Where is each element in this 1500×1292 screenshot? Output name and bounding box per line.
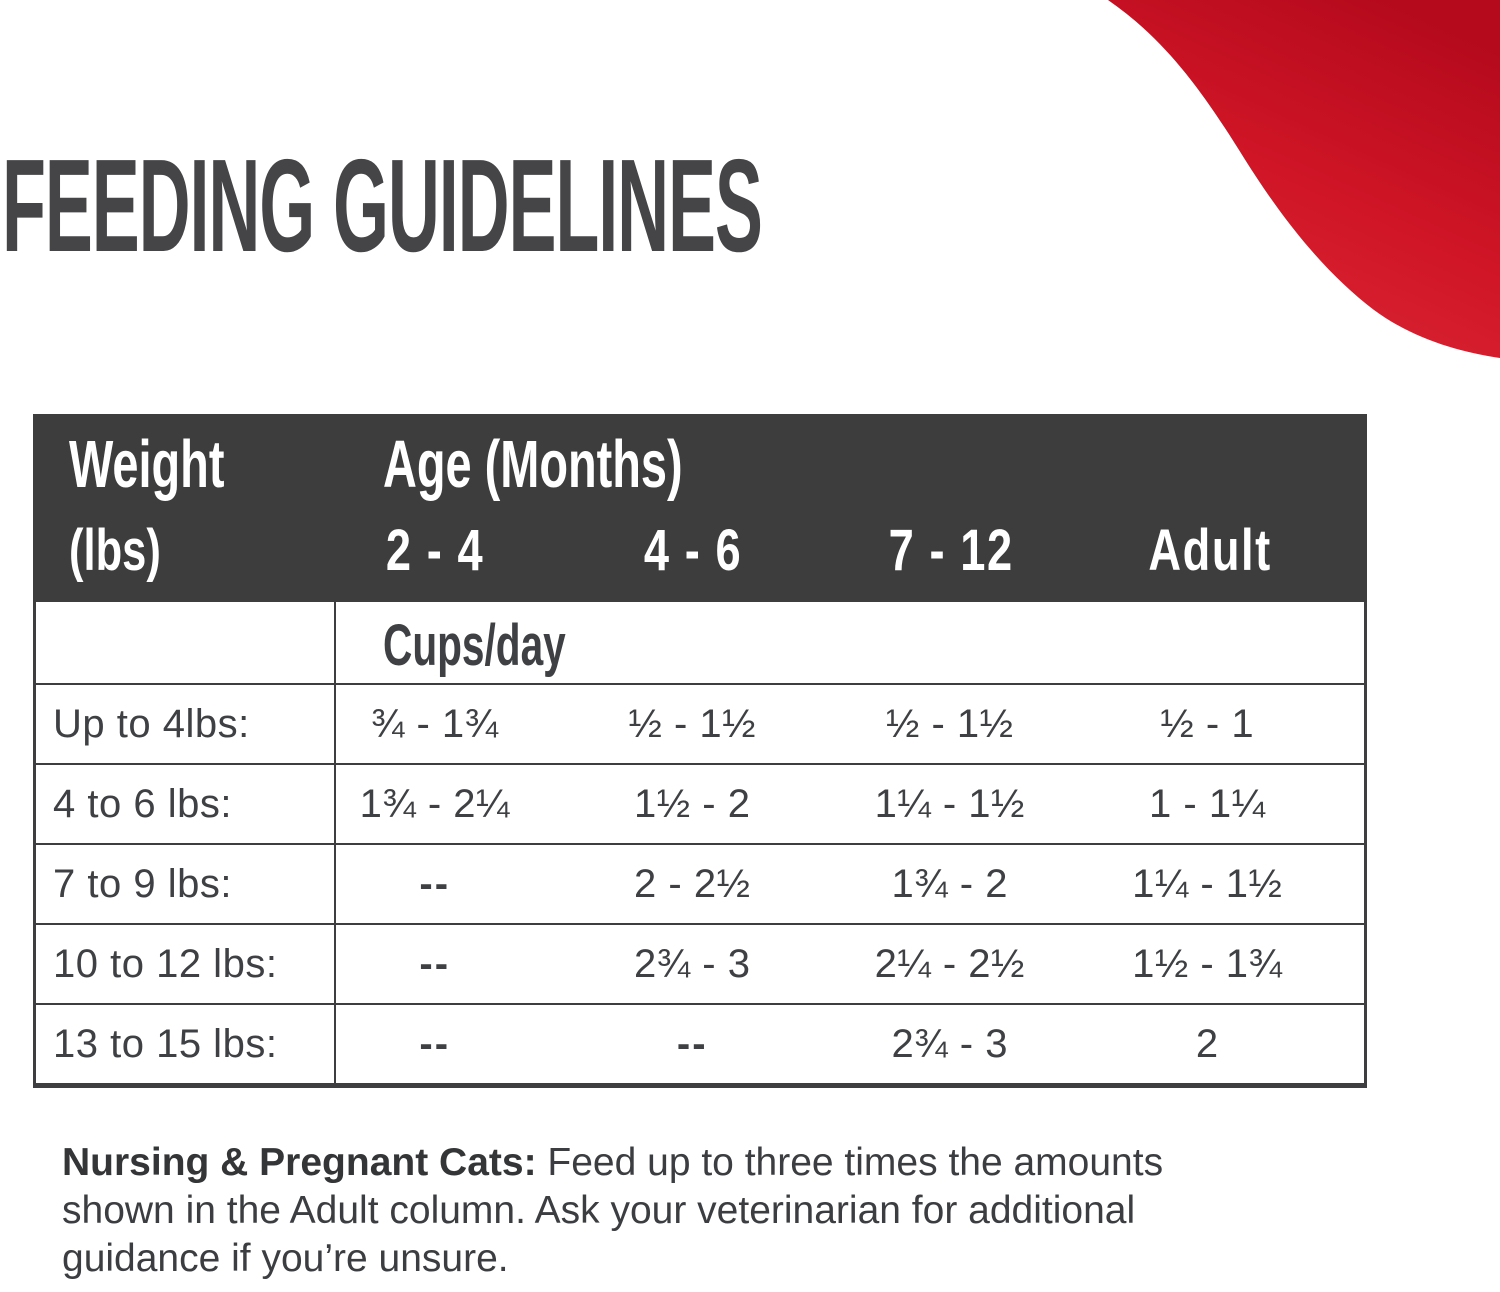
- table-row: 7 to 9 lbs: -- 2 - 2½ 1¾ - 2 1¼ - 1½: [36, 845, 1364, 925]
- row-weight-label: 4 to 6 lbs:: [53, 781, 232, 826]
- table-row: 13 to 15 lbs: -- -- 2¾ - 3 2: [36, 1005, 1364, 1085]
- cell-value: ¾ - 1¾: [370, 701, 499, 746]
- footnote: Nursing & Pregnant Cats: Feed up to thre…: [62, 1139, 1392, 1283]
- column-divider: [334, 602, 336, 1085]
- feeding-table: Weight Age (Months) (lbs) 2 - 4 4 - 6 7 …: [33, 414, 1367, 1088]
- cell-value: 2¼ - 2½: [874, 941, 1025, 986]
- table-row: 10 to 12 lbs: -- 2¾ - 3 2¼ - 2½ 1½ - 1¾: [36, 925, 1364, 1005]
- age-column-header-adult: Adult: [1148, 518, 1272, 583]
- cell-value: 1½ - 2: [634, 781, 751, 826]
- col-header-weight-unit: (lbs): [69, 518, 161, 583]
- cell-value: 1¼ - 1½: [874, 781, 1025, 826]
- col-header-age: Age (Months): [334, 427, 1367, 502]
- cell-value: --: [419, 941, 451, 986]
- cell-value: --: [419, 1021, 451, 1066]
- table-row: Up to 4lbs: ¾ - 1¾ ½ - 1½ ½ - 1½ ½ - 1: [36, 685, 1364, 765]
- footnote-text: Feed up to three times the amounts shown…: [62, 1141, 1164, 1280]
- cell-value: 2 - 2½: [634, 861, 751, 906]
- cell-value: 1 - 1¼: [1149, 781, 1266, 826]
- cell-value: 1½ - 1¾: [1132, 941, 1283, 986]
- cell-value: 1¾ - 2¼: [359, 781, 510, 826]
- age-column-header-2-4: 2 - 4: [385, 518, 485, 583]
- row-weight-label: 10 to 12 lbs:: [53, 941, 278, 986]
- cell-value: --: [676, 1021, 708, 1066]
- red-swoosh-graphic: [1108, 0, 1500, 358]
- page-title: FEEDING GUIDELINES: [2, 132, 763, 279]
- cell-value: --: [419, 861, 451, 906]
- table-row: 4 to 6 lbs: 1¾ - 2¼ 1½ - 2 1¼ - 1½ 1 - 1…: [36, 765, 1364, 845]
- cell-value: 1¾ - 2: [891, 861, 1008, 906]
- cell-value: 2¾ - 3: [891, 1021, 1008, 1066]
- footnote-bold-label: Nursing & Pregnant Cats:: [62, 1141, 537, 1184]
- col-header-weight-label: Weight: [69, 427, 225, 502]
- table-header: Weight Age (Months) (lbs) 2 - 4 4 - 6 7 …: [33, 414, 1367, 602]
- row-weight-label: 13 to 15 lbs:: [53, 1021, 278, 1066]
- cell-value: 1¼ - 1½: [1132, 861, 1283, 906]
- cell-value: ½ - 1½: [885, 701, 1014, 746]
- units-label: Cups/day: [383, 613, 566, 678]
- age-column-header-7-12: 7 - 12: [889, 518, 1015, 583]
- units-row: Cups/day: [36, 602, 1364, 685]
- cell-value: ½ - 1½: [628, 701, 756, 746]
- cell-value: 2: [1195, 1021, 1219, 1066]
- col-header-age-label: Age (Months): [383, 427, 683, 502]
- row-weight-label: 7 to 9 lbs:: [53, 861, 232, 906]
- cell-value: 2¾ - 3: [634, 941, 751, 986]
- col-header-weight: Weight: [33, 427, 334, 502]
- age-column-header-4-6: 4 - 6: [644, 518, 743, 583]
- cell-value: ½ - 1: [1160, 701, 1255, 746]
- row-weight-label: Up to 4lbs:: [53, 701, 250, 746]
